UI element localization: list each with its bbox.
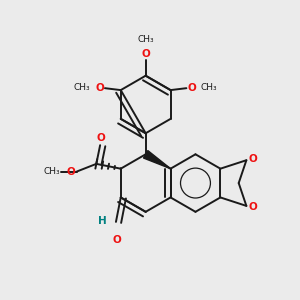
Text: O: O: [95, 83, 104, 93]
Text: O: O: [97, 133, 106, 143]
Text: O: O: [187, 83, 196, 93]
Text: O: O: [141, 49, 150, 59]
Text: CH₃: CH₃: [137, 34, 154, 43]
Text: O: O: [66, 167, 75, 177]
Text: CH₃: CH₃: [43, 167, 60, 176]
Text: H: H: [98, 216, 107, 226]
Text: CH₃: CH₃: [201, 83, 218, 92]
Text: O: O: [248, 154, 257, 164]
Text: O: O: [248, 202, 257, 212]
Text: CH₃: CH₃: [74, 83, 91, 92]
Polygon shape: [143, 151, 171, 169]
Text: O: O: [112, 235, 121, 245]
